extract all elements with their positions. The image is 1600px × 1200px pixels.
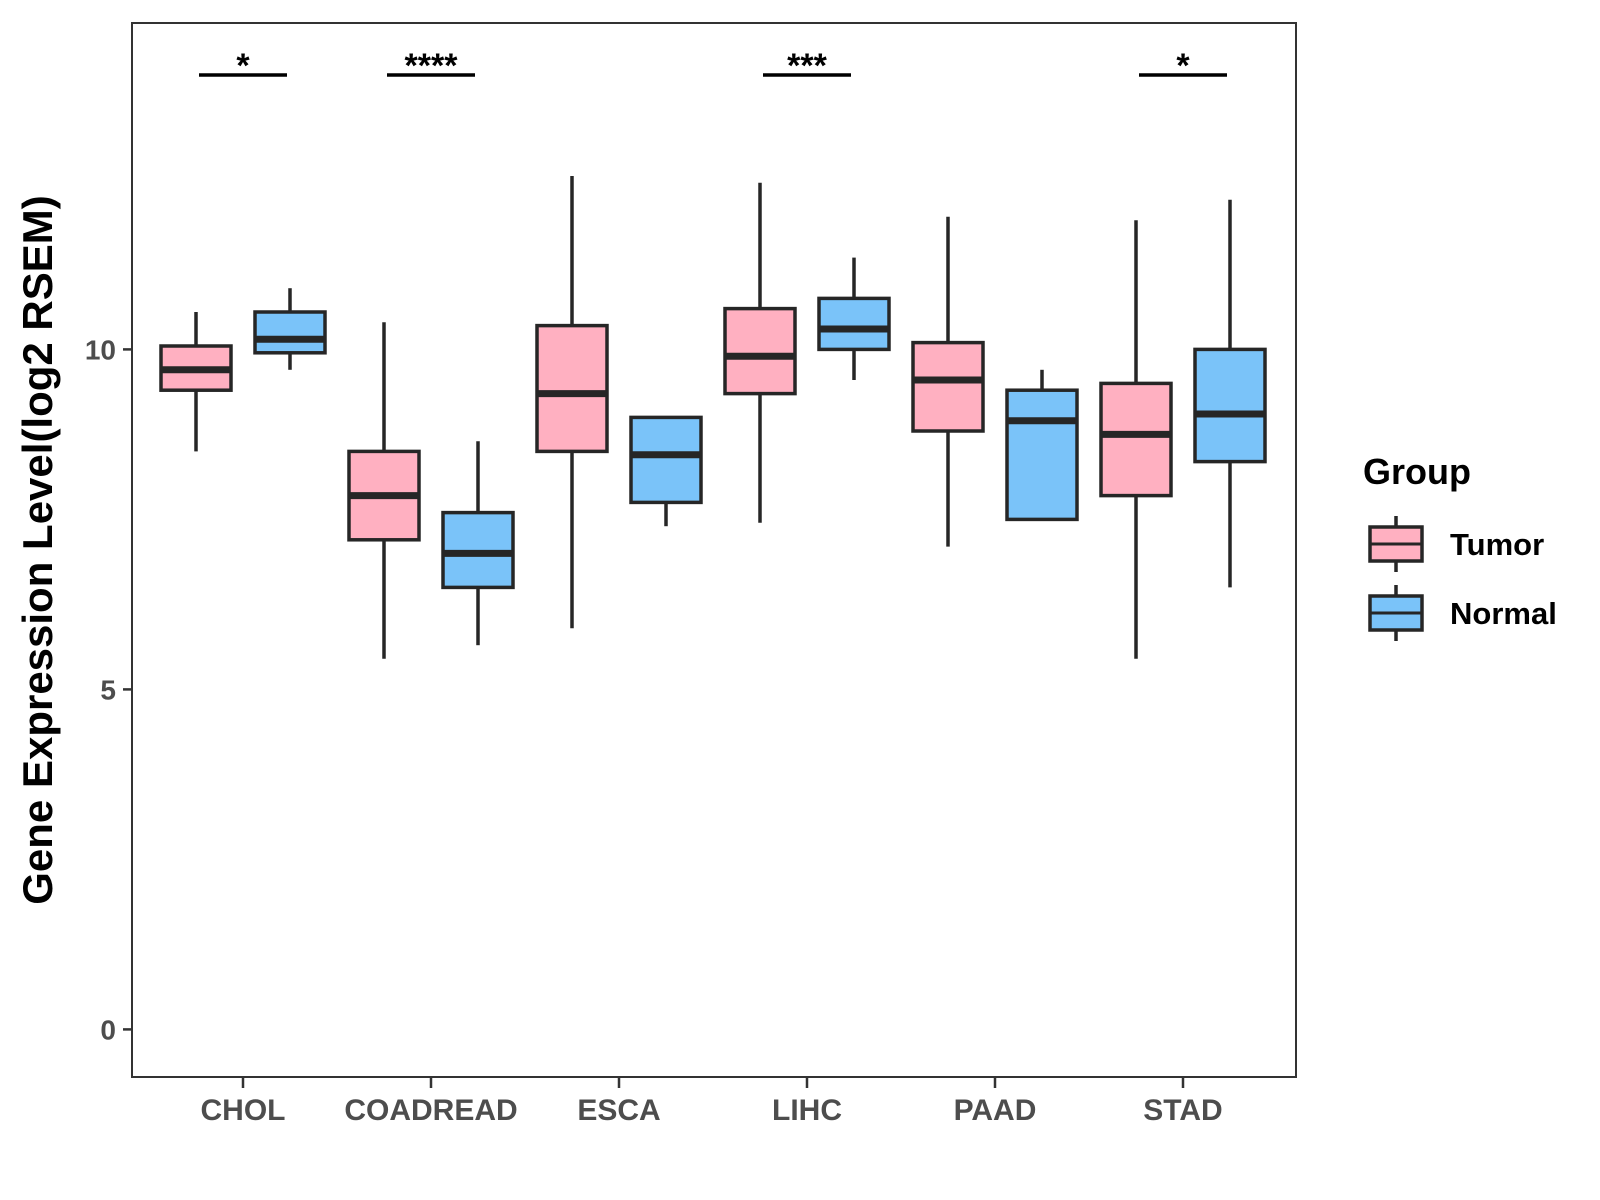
box-normal-coadread: [441, 441, 515, 646]
plot-area: * **** *** *: [159, 47, 1267, 659]
box-iqr: [911, 340, 985, 433]
y-tick-label-10: 10: [85, 334, 116, 365]
box-iqr: [817, 296, 891, 352]
significance-label: ****: [405, 47, 459, 85]
x-tick-label-esca: ESCA: [577, 1094, 660, 1127]
legend-entry-normal: Normal: [1368, 585, 1557, 641]
legend: Group Tumor Normal: [1363, 451, 1557, 641]
box-tumor-stad: [1099, 220, 1173, 659]
y-axis-title: Gene Expression Level(log2 RSEM): [14, 195, 61, 905]
box-iqr: [535, 323, 609, 454]
y-tick-label-0: 0: [100, 1014, 116, 1045]
box-tumor-chol: [159, 312, 233, 452]
box-iqr: [253, 310, 327, 355]
legend-label: Tumor: [1450, 527, 1544, 562]
x-tick-label-lihc: LIHC: [772, 1094, 842, 1127]
box-iqr: [723, 306, 797, 396]
axes: 0 5 10 CHOL COADREAD ESCA LIHC PAAD STAD: [85, 334, 1223, 1127]
x-tick-label-coadread: COADREAD: [344, 1094, 517, 1127]
plot-panel-border: [131, 22, 1297, 1078]
box-iqr: [629, 415, 703, 505]
box-normal-esca: [629, 415, 703, 527]
box-tumor-paad: [911, 216, 985, 547]
legend-label: Normal: [1450, 596, 1557, 631]
significance-label: *: [236, 47, 250, 85]
significance-stad: *: [1139, 47, 1227, 85]
x-tick-label-chol: CHOL: [201, 1094, 286, 1127]
box-normal-lihc: [817, 257, 891, 380]
significance-coadread: ****: [387, 47, 475, 85]
significance-label: *: [1176, 47, 1190, 85]
x-tick-label-paad: PAAD: [954, 1094, 1037, 1127]
y-tick-label-5: 5: [100, 674, 116, 705]
box-iqr: [1099, 381, 1173, 498]
significance-label: ***: [787, 47, 827, 85]
box-iqr: [1193, 347, 1267, 464]
legend-entry-tumor: Tumor: [1368, 516, 1544, 572]
box-tumor-esca: [535, 176, 609, 629]
box-normal-paad: [1005, 369, 1079, 522]
box-normal-stad: [1193, 199, 1267, 588]
box-normal-chol: [253, 288, 327, 370]
significance-chol: *: [199, 47, 287, 85]
significance-lihc: ***: [763, 47, 851, 85]
box-tumor-lihc: [723, 182, 797, 523]
box-iqr: [1005, 388, 1079, 522]
box-tumor-coadread: [347, 322, 421, 659]
x-tick-label-stad: STAD: [1143, 1094, 1222, 1127]
legend-title: Group: [1363, 451, 1471, 492]
